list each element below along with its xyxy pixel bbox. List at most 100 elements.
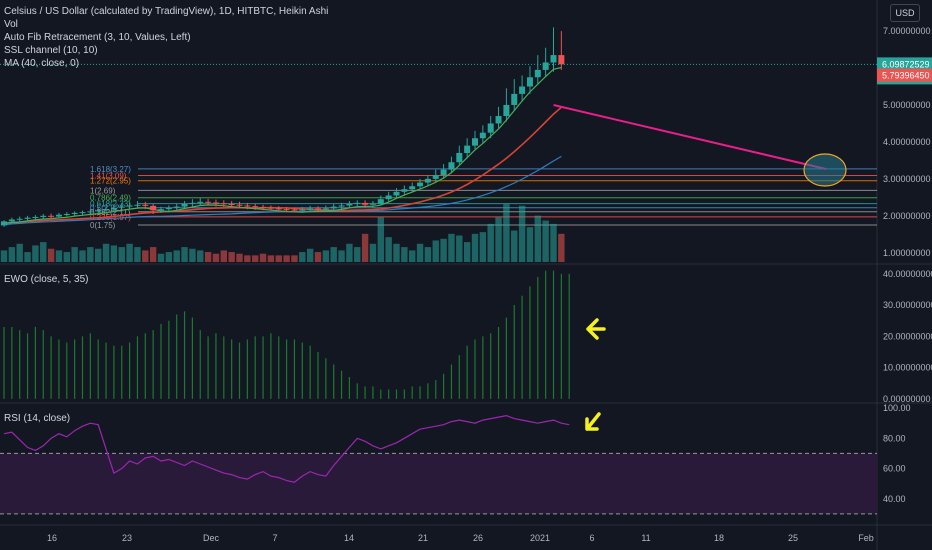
candle-body (1, 221, 7, 226)
ewo-bar (168, 320, 170, 399)
ewo-bar (435, 380, 437, 399)
volume-bar (385, 237, 392, 262)
ewo-bar (388, 389, 390, 399)
volume-bar (204, 252, 212, 262)
ewo-bar (348, 376, 350, 399)
volume-bar (236, 253, 243, 262)
legend-fib: Auto Fib Retracement (3, 10, Values, Lef… (4, 32, 191, 43)
ewo-bar (105, 342, 107, 399)
currency-button[interactable]: USD (890, 4, 920, 22)
candle-body (134, 204, 141, 206)
ewo-bar (529, 286, 531, 399)
candle-body (534, 69, 541, 78)
candle-body (228, 203, 235, 205)
volume-bar (32, 245, 39, 262)
candle-body (142, 204, 149, 206)
candle-body (283, 209, 290, 211)
volume-bar (173, 250, 180, 262)
volume-bar (102, 243, 110, 262)
ssl-upper-line (3, 66, 562, 224)
candle-body (79, 212, 86, 214)
ewo-bar (199, 330, 201, 399)
volume-bar (299, 252, 306, 262)
ewo-bar (262, 336, 264, 399)
volume-bar (79, 250, 86, 262)
ewo-bar (497, 326, 500, 399)
volume-bar (424, 247, 432, 262)
time-axis-tick: 11 (641, 533, 650, 543)
candle-body (299, 209, 306, 211)
candle-body (267, 207, 274, 209)
price-axis-tick: 2.00000000 (883, 211, 931, 221)
volume-bar (354, 247, 361, 262)
ewo-bar (552, 270, 555, 399)
ewo-bar (340, 370, 343, 399)
ewo-legend: EWO (close, 5, 35) (4, 273, 88, 286)
volume-bar (503, 204, 510, 262)
volume-bar (244, 255, 251, 262)
volume-bar (409, 250, 416, 262)
candle-body (212, 202, 219, 204)
ewo-bar (97, 339, 99, 399)
time-axis-tick: 23 (122, 533, 132, 543)
volume-bar (448, 233, 455, 262)
ewo-bar (207, 336, 209, 399)
candle-body (16, 218, 23, 220)
legend-ssl: SSL channel (10, 10) (4, 45, 98, 56)
ewo-bar (246, 339, 248, 399)
target-circle (803, 153, 847, 187)
ewo-bar (160, 323, 162, 399)
volume-bar (259, 253, 267, 262)
ewo-bar (26, 333, 29, 399)
candle-body (118, 206, 125, 208)
candle-body (330, 206, 337, 209)
ewo-bar (505, 317, 507, 399)
ewo-bar (482, 336, 484, 399)
candle-body (440, 169, 447, 176)
candle-body (558, 55, 565, 65)
volume-bar (181, 247, 188, 262)
legend-ewo: EWO (close, 5, 35) (4, 274, 89, 285)
volume-bar (432, 240, 439, 262)
candle-body (550, 55, 557, 63)
candle-body (150, 205, 157, 211)
ewo-bar (74, 339, 76, 399)
volume-bar (212, 253, 220, 262)
arrow-annotation-icon (585, 412, 601, 431)
ewo-bar (113, 345, 115, 399)
volume-bar (393, 243, 400, 262)
volume-bar (16, 243, 23, 262)
time-axis-tick: Dec (203, 533, 220, 543)
volume-bar (252, 255, 259, 262)
candle-body (472, 138, 478, 146)
time-axis-tick: 14 (344, 533, 354, 543)
ewo-bar (215, 333, 217, 399)
volume-bar (24, 252, 31, 262)
volume-bar (291, 255, 298, 262)
candle-body (369, 203, 376, 205)
candle-body (519, 86, 526, 94)
ewo-bar (89, 333, 91, 399)
candle-body (40, 215, 47, 217)
time-axis-tick: 7 (272, 533, 277, 543)
volume-bar (542, 220, 549, 262)
candle-body (252, 206, 259, 208)
volume-bar (401, 247, 408, 262)
ewo-bar (474, 339, 476, 399)
ewo-bar (34, 326, 36, 399)
ewo-bar (395, 389, 398, 399)
volume-bar (118, 247, 125, 262)
ewo-bar (176, 314, 178, 399)
volume-bar (134, 247, 141, 262)
ewo-bar (81, 336, 84, 399)
volume-bar (369, 243, 377, 262)
ewo-bar (50, 336, 52, 399)
candle-body (456, 153, 463, 163)
time-axis-tick: 25 (788, 533, 798, 543)
price-axis-tick: 7.00000000 (883, 26, 931, 36)
ewo-bar (490, 333, 492, 399)
ewo-bar (293, 339, 296, 399)
volume-bar (526, 227, 534, 262)
fib-level-label: 0(1.75) (90, 221, 116, 230)
